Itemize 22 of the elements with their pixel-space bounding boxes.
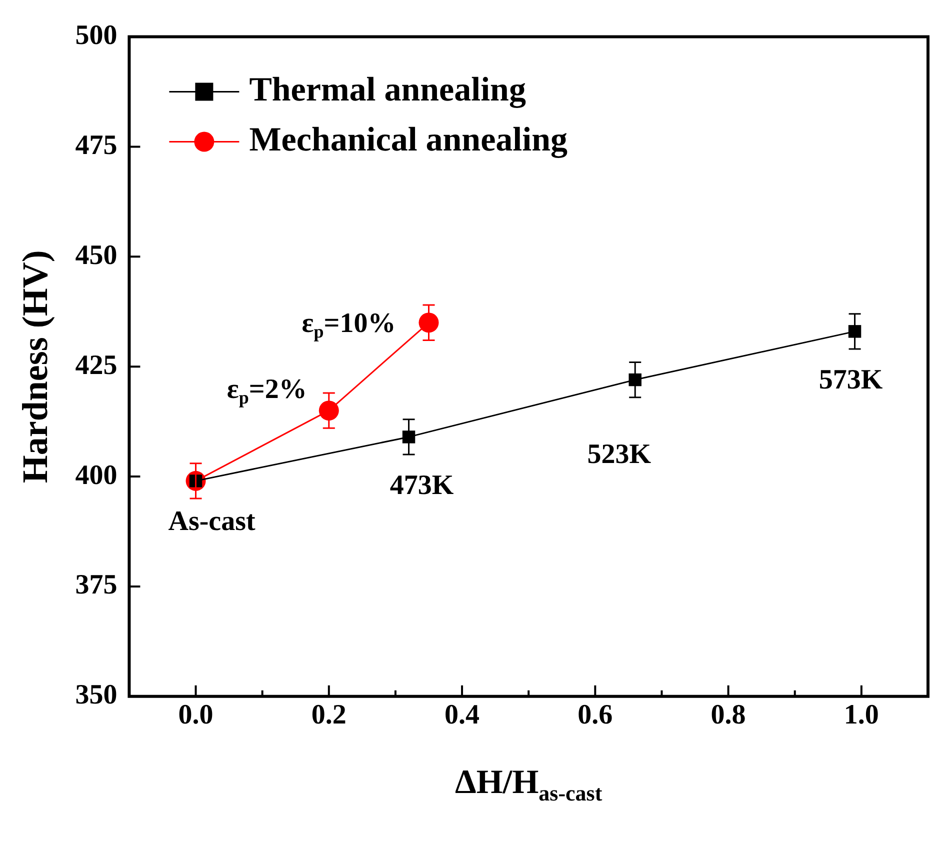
legend-label: Thermal annealing [249, 72, 526, 109]
x-tick-label: 0.6 [578, 699, 613, 730]
y-tick-label: 475 [75, 130, 118, 161]
x-tick-label: 0.8 [710, 699, 746, 730]
annotation: 573K [818, 364, 883, 396]
annotation: 473K [390, 470, 454, 502]
legend-label: Mechanical annealing [249, 122, 568, 159]
y-tick-label: 450 [75, 240, 118, 271]
point [318, 400, 339, 421]
x-tick-label: 1.0 [844, 699, 879, 730]
y-tick-label: 500 [75, 20, 118, 52]
y-axis-title: Hardness (HV) [14, 250, 55, 484]
annotation: As-cast [168, 506, 256, 538]
x-tick-label: 0.2 [311, 699, 346, 730]
x-tick-label: 0.4 [444, 699, 480, 730]
y-tick-label: 400 [75, 460, 118, 491]
point [418, 312, 439, 333]
x-tick-label: 0.0 [178, 699, 214, 730]
y-tick-label: 350 [75, 680, 118, 711]
y-tick-label: 375 [75, 570, 118, 601]
y-tick-label: 425 [75, 350, 118, 381]
annotation: 523K [587, 439, 652, 470]
